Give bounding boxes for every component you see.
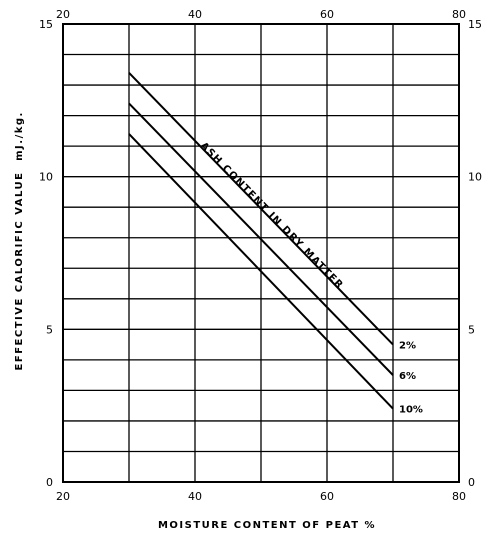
x-tick-bottom-20: 20 [56, 490, 70, 503]
y-tick-left-0: 0 [46, 476, 53, 489]
y-tick-right-5: 5 [468, 323, 475, 336]
series-label-3: 10% [399, 405, 423, 416]
y-tick-left-15: 15 [39, 18, 53, 31]
x-tick-bottom-80: 80 [452, 490, 466, 503]
series-lines [128, 72, 394, 410]
y-tick-left-5: 5 [46, 323, 53, 336]
x-tick-bottom-60: 60 [320, 490, 334, 503]
y-tick-right-15: 15 [468, 18, 482, 31]
x-axis-title: MOISTURE CONTENT OF PEAT % [158, 520, 376, 531]
x-tick-top-20: 20 [56, 8, 70, 21]
y-axis-title: EFFECTIVE CALORIFIC VALUE [14, 172, 25, 371]
y-axis-title-group: EFFECTIVE CALORIFIC VALUE mJ./kg. [14, 111, 25, 370]
plot-frame [62, 23, 460, 483]
x-tick-bottom-40: 40 [188, 490, 202, 503]
y-tick-right-0: 0 [468, 476, 475, 489]
x-tick-top-60: 60 [320, 8, 334, 21]
series-labels: 2% 6% 10% [399, 341, 423, 416]
series-line-2 [128, 102, 394, 376]
x-tick-top-40: 40 [188, 8, 202, 21]
series-label-2: 6% [399, 371, 416, 382]
series-line-3 [128, 133, 394, 410]
ash-content-annotation: ASH CONTENT IN DRY MATTER [198, 140, 346, 291]
y-tick-left-10: 10 [39, 171, 53, 184]
y-tick-right-10: 10 [468, 171, 482, 184]
y-axis-unit: mJ./kg. [14, 111, 25, 161]
series-label-1: 2% [399, 341, 416, 352]
x-tick-top-80: 80 [452, 8, 466, 21]
series-line-1 [128, 72, 394, 346]
